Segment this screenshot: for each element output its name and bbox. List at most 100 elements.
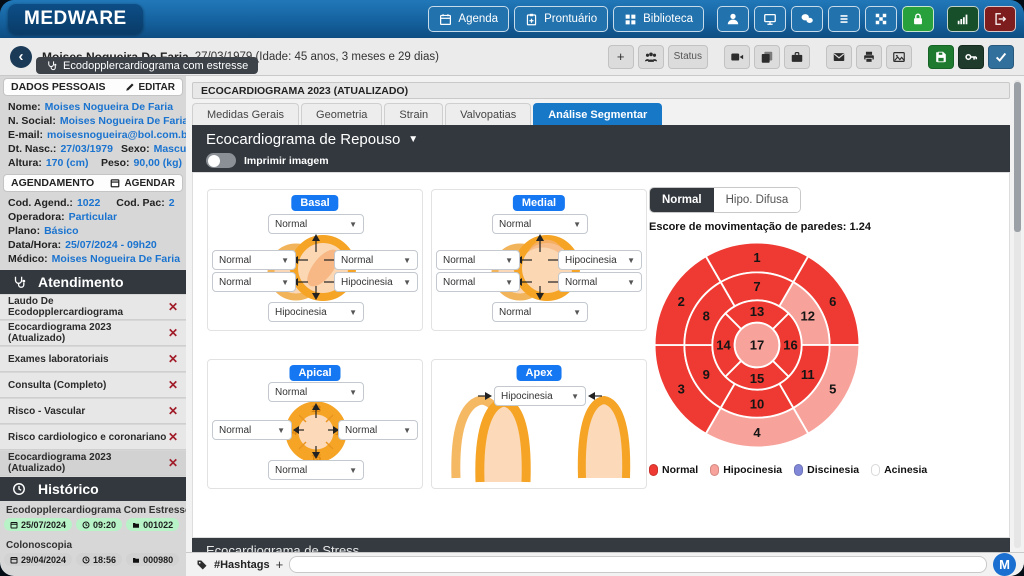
back-button[interactable]: ‹ [10, 45, 32, 68]
apps-button[interactable] [865, 6, 897, 32]
group-button[interactable] [637, 44, 664, 69]
copy-icon [761, 51, 773, 63]
print-image-toggle[interactable] [206, 153, 236, 168]
save-button[interactable] [928, 44, 954, 69]
group-icon [644, 52, 657, 62]
svg-text:7: 7 [753, 279, 760, 294]
historico-header: Histórico [0, 477, 186, 501]
row-nsocial: N. Social: Moises Nogueira De Faria [8, 115, 186, 127]
remove-icon[interactable]: ✕ [167, 352, 178, 366]
image-button[interactable] [886, 44, 912, 69]
medial-right2-select[interactable]: Normal ▼ [558, 272, 642, 292]
atendimento-item[interactable]: Risco - Vascular ✕ [0, 399, 186, 424]
basal-left2-select[interactable]: Normal ▼ [212, 272, 296, 292]
atendimento-item[interactable]: Exames laboratoriais ✕ [0, 347, 186, 372]
scrollbar-thumb[interactable] [1014, 82, 1021, 232]
acinesia-dot [871, 464, 881, 476]
menu-button[interactable] [828, 6, 860, 32]
atendimento-item-selected[interactable]: Ecocardiograma 2023 (Atualizado) ✕ [0, 451, 186, 476]
stress-section-header[interactable]: Ecocardiograma de Stress [192, 538, 1010, 552]
tab-analise-segmentar[interactable]: Análise Segmentar [533, 103, 663, 125]
apical-left-select[interactable]: Normal ▼ [212, 420, 292, 440]
remove-icon[interactable]: ✕ [167, 326, 178, 340]
atendimento-item[interactable]: Ecocardiograma 2023 (Atualizado) ✕ [0, 321, 186, 346]
user-button[interactable] [717, 6, 749, 32]
video-button[interactable] [724, 44, 750, 69]
remove-icon[interactable]: ✕ [167, 430, 178, 444]
wall-motion-score: Escore de movimentação de paredes: 1.24 [649, 221, 871, 233]
add-hashtag-button[interactable]: + [275, 557, 284, 572]
signal-button[interactable] [947, 6, 979, 32]
remove-icon[interactable]: ✕ [167, 404, 178, 418]
save-floppy-icon [936, 51, 946, 62]
envelope-button[interactable] [826, 44, 852, 69]
remove-icon[interactable]: ✕ [167, 378, 178, 392]
folder-icon [133, 557, 140, 563]
mode-normal-button[interactable]: Normal [650, 188, 714, 212]
medial-left2-select[interactable]: Normal ▼ [436, 272, 520, 292]
tab-strain[interactable]: Strain [384, 103, 444, 125]
clock-icon [82, 521, 90, 528]
repouso-section-toggle[interactable]: Ecocardiograma de Repouso ▼ [206, 131, 419, 148]
top-nav-bar: MEDWARE Agenda Prontuário Biblioteca [0, 0, 1024, 38]
exam-pill[interactable]: Ecodopplercardiograma com estresse [36, 57, 259, 74]
biblioteca-button[interactable]: Biblioteca [613, 6, 704, 32]
basal-right1-select[interactable]: Normal ▼ [334, 250, 418, 270]
copy-button[interactable] [754, 44, 780, 69]
basal-right2-select[interactable]: Hipocinesia ▼ [334, 272, 418, 292]
apex-select[interactable]: Hipocinesia ▼ [494, 386, 586, 406]
history-entry-title[interactable]: Ecodopplercardiograma Com Estresse [6, 505, 186, 516]
apical-top-select[interactable]: Normal ▼ [268, 382, 364, 402]
atendimento-item[interactable]: Laudo De Ecodopplercardiograma ✕ [0, 295, 186, 320]
apical-bottom-select[interactable]: Normal ▼ [268, 460, 364, 480]
printer-button[interactable] [856, 44, 882, 69]
user-icon [727, 13, 739, 25]
history-entry-title[interactable]: Colonoscopia [6, 540, 73, 551]
apical-right-select[interactable]: Normal ▼ [338, 420, 418, 440]
atendimento-item[interactable]: Risco cardiologico e coronariano ✕ [0, 425, 186, 450]
medial-bottom-select[interactable]: Normal ▼ [492, 302, 588, 322]
prontuario-button[interactable]: Prontuário [514, 6, 609, 32]
status-button[interactable]: Status [667, 44, 708, 69]
signal-icon [957, 14, 968, 25]
chat-button[interactable] [791, 6, 823, 32]
check-icon [995, 52, 1007, 62]
user-avatar[interactable]: M [993, 553, 1016, 576]
hashtags-label: #Hashtags [214, 558, 270, 571]
pencil-icon [125, 83, 134, 91]
tab-geometria[interactable]: Geometria [301, 103, 383, 125]
add-button[interactable]: + [607, 44, 634, 69]
footer-bar: #Hashtags + M [186, 552, 1024, 576]
logout-button[interactable] [984, 6, 1016, 32]
remove-icon[interactable]: ✕ [167, 456, 178, 470]
medial-left1-select[interactable]: Normal ▼ [436, 250, 520, 270]
svg-text:3: 3 [678, 381, 685, 396]
lock-button[interactable] [902, 6, 934, 32]
edit-button[interactable]: EDITAR [125, 82, 175, 93]
confirm-button[interactable] [988, 44, 1014, 69]
vertical-scrollbar[interactable] [1014, 80, 1021, 548]
apex-diagram-box: Apex Hipocinesia ▼ [431, 359, 647, 489]
tab-medidas-gerais[interactable]: Medidas Gerais [192, 103, 300, 125]
remove-icon[interactable]: ✕ [167, 300, 178, 314]
agendar-button[interactable]: AGENDAR [110, 178, 175, 189]
hashtag-input[interactable] [289, 556, 987, 573]
briefcase-button[interactable] [784, 44, 810, 69]
svg-text:8: 8 [703, 308, 710, 323]
medial-right1-select[interactable]: Hipocinesia ▼ [558, 250, 642, 270]
monitor-button[interactable] [754, 6, 786, 32]
basal-left1-select[interactable]: Normal ▼ [212, 250, 296, 270]
medial-top-select[interactable]: Normal ▼ [492, 214, 588, 234]
mode-hipo-difusa-button[interactable]: Hipo. Difusa [713, 188, 801, 212]
tab-valvopatias[interactable]: Valvopatias [445, 103, 532, 125]
envelope-icon [833, 52, 845, 61]
basal-top-select[interactable]: Normal ▼ [268, 214, 364, 234]
basal-bottom-select[interactable]: Hipocinesia ▼ [268, 302, 364, 322]
svg-text:14: 14 [287, 427, 297, 437]
agenda-button[interactable]: Agenda [428, 6, 510, 32]
key-button[interactable] [958, 44, 984, 69]
prontuario-label: Prontuário [544, 13, 598, 25]
atendimento-item[interactable]: Consulta (Completo) ✕ [0, 373, 186, 398]
svg-text:11: 11 [801, 367, 815, 382]
